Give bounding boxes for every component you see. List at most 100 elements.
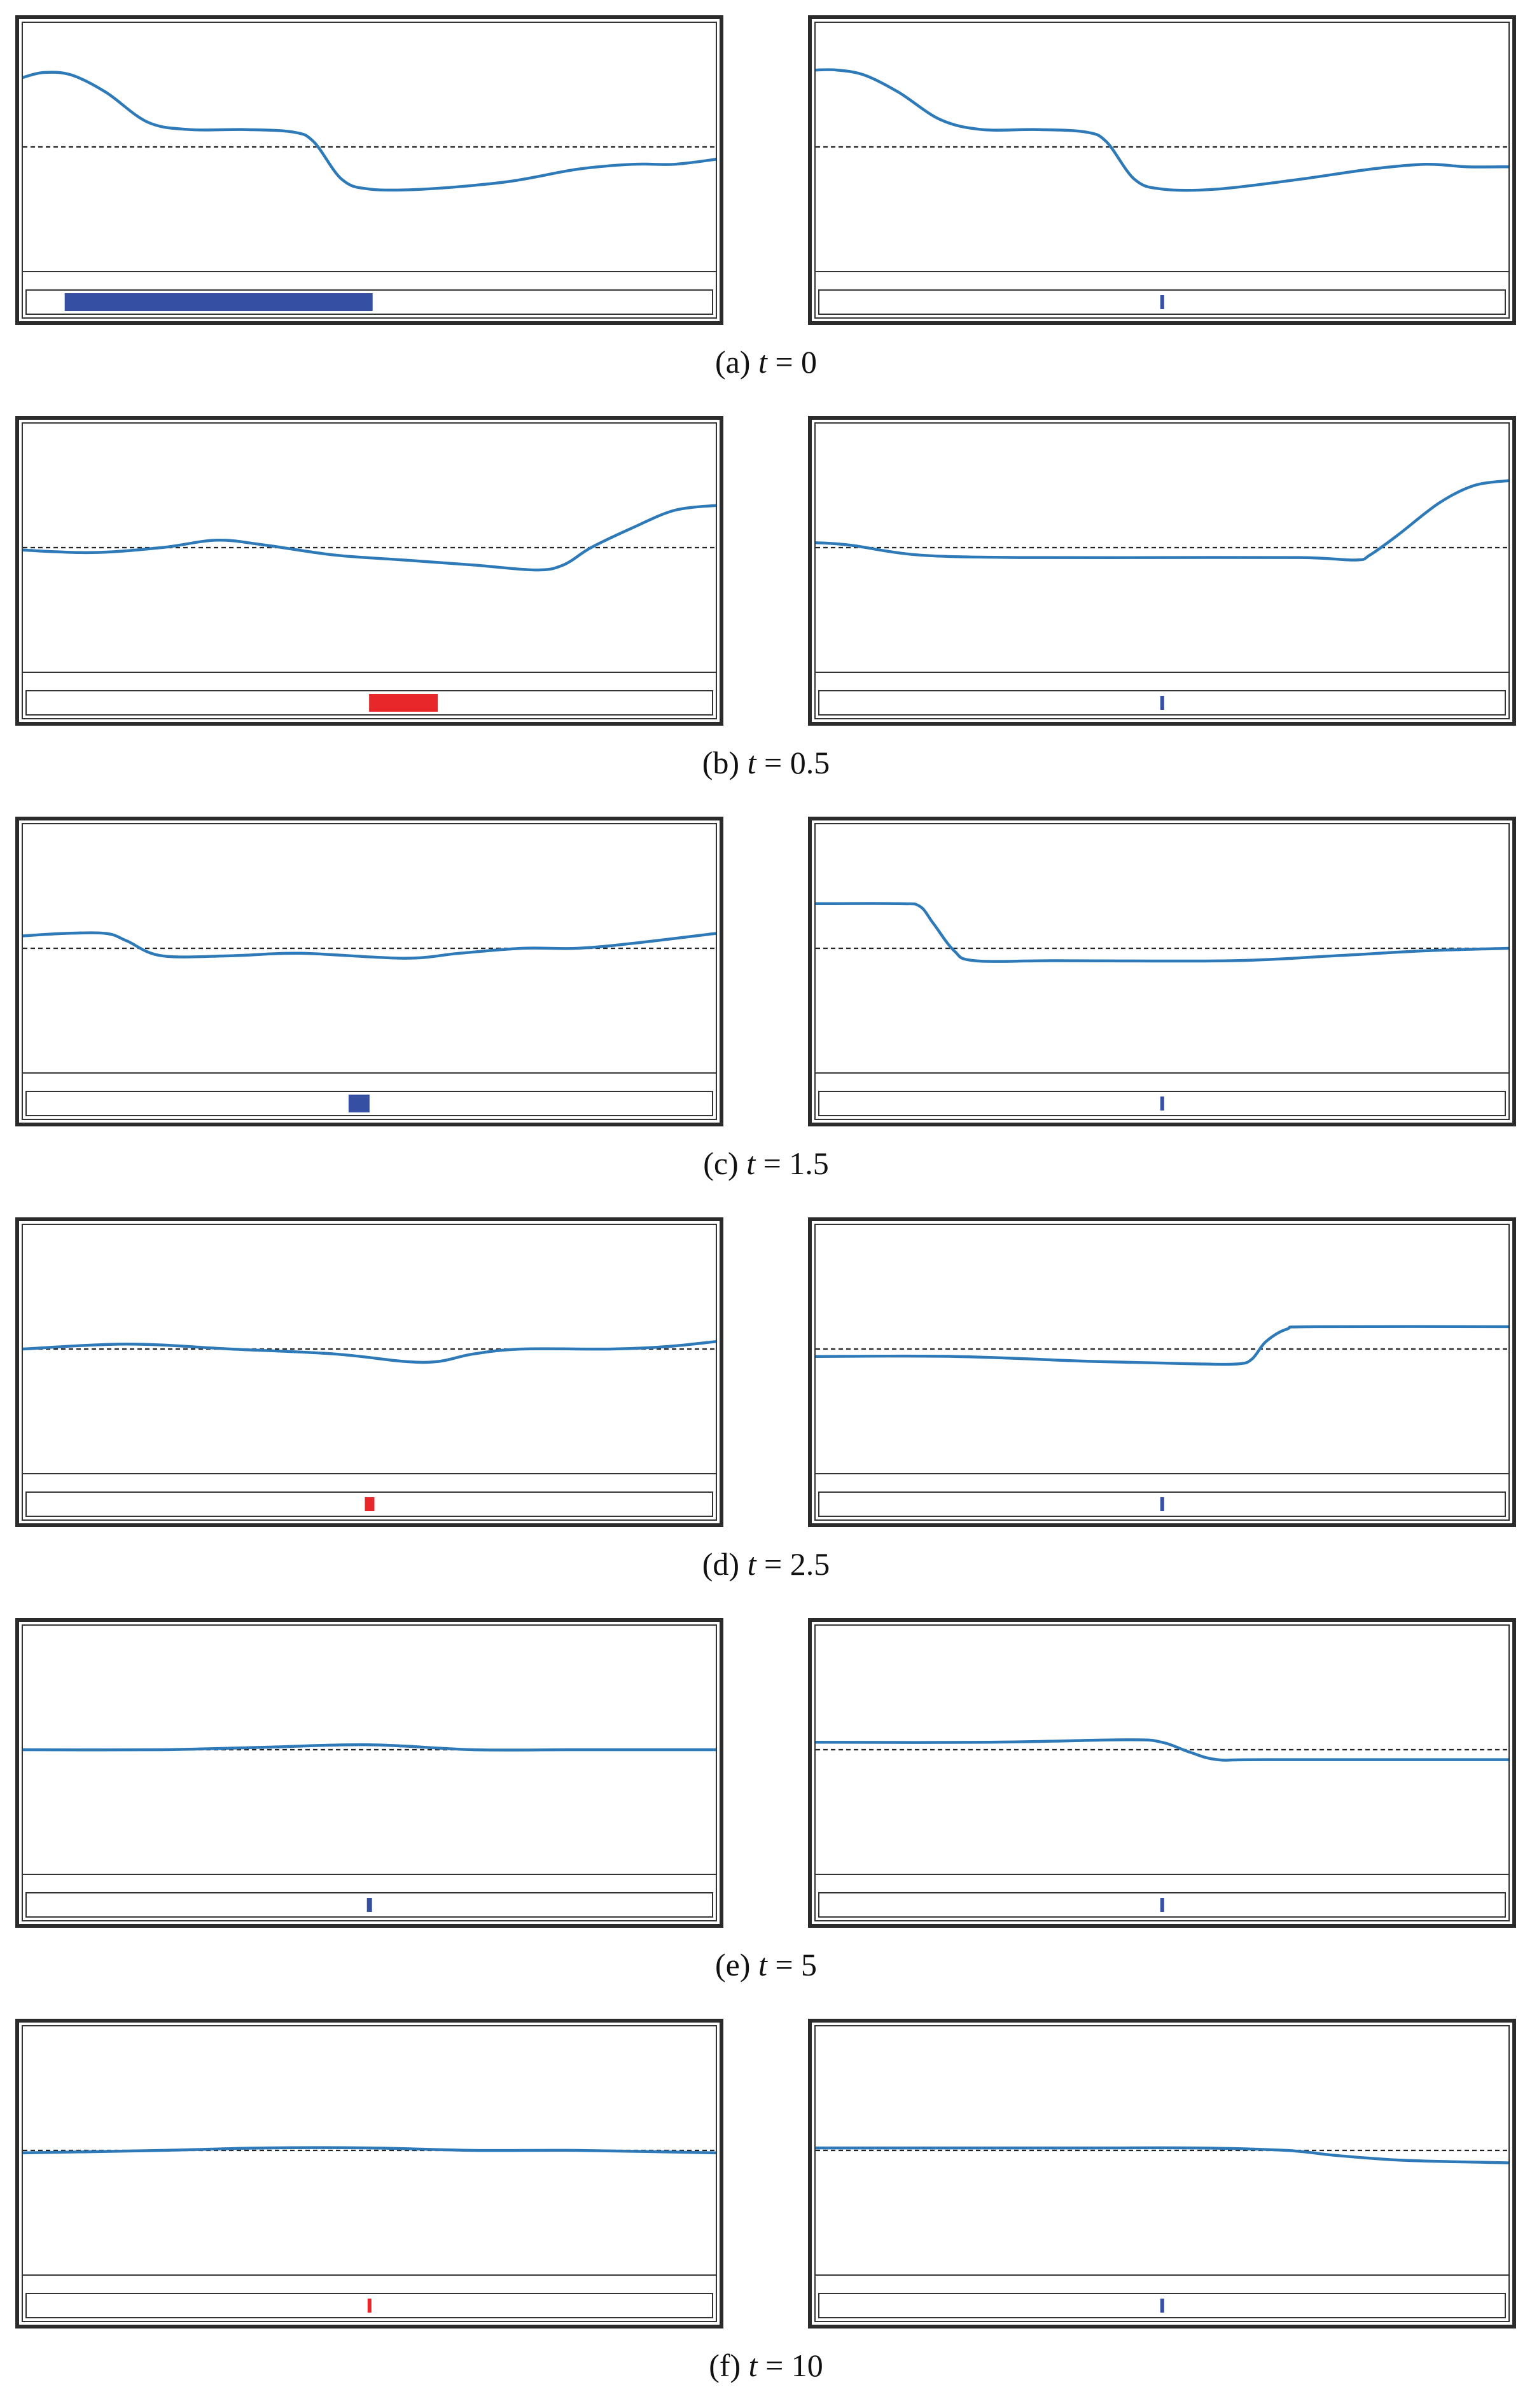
plot-area: [23, 23, 716, 272]
panel-right: [808, 817, 1516, 1126]
profile-line: [816, 1738, 1508, 1762]
control-marker-red: [367, 2299, 372, 2313]
panel-frame: [22, 1624, 717, 1921]
plot-svg: [23, 1340, 716, 1364]
caption-equals: =: [767, 344, 802, 380]
plot-area: [23, 1225, 716, 1474]
panel-frame: [814, 1624, 1510, 1921]
caption-equals: =: [756, 745, 790, 780]
caption-time-symbol: t: [747, 1546, 756, 1582]
control-marker-blue: [366, 1898, 372, 1912]
panel-frame: [814, 2025, 1510, 2322]
caption-time-value: 0.5: [790, 745, 830, 780]
plot-area: [23, 824, 716, 1074]
control-marker-blue: [1160, 2299, 1164, 2313]
control-marker-blue: [1160, 1497, 1164, 1511]
plot-svg: [816, 68, 1508, 192]
caption-label: (d): [702, 1546, 748, 1582]
panel-frame: [814, 1224, 1510, 1521]
plot-svg: [816, 902, 1508, 963]
plot-area: [816, 1225, 1508, 1474]
profile-line: [23, 71, 716, 192]
plot-svg: [23, 504, 716, 572]
panel-left: [15, 1618, 723, 1928]
control-bar: [818, 1491, 1506, 1517]
subfigure-caption: (c) t = 1.5: [607, 1145, 925, 1181]
profile-line: [23, 931, 716, 960]
caption-time-symbol: t: [748, 2348, 758, 2383]
panel-frame: [22, 1224, 717, 1521]
caption-time-value: 10: [791, 2348, 823, 2383]
control-bar: [25, 690, 713, 716]
plot-area: [23, 424, 716, 673]
control-marker-blue: [1160, 1898, 1164, 1912]
plot-area: [816, 1626, 1508, 1875]
profile-line: [23, 2146, 716, 2155]
control-bar: [25, 289, 713, 315]
caption-label: (b): [702, 745, 748, 780]
plot-svg: [23, 2146, 716, 2155]
control-bar: [25, 1091, 713, 1116]
profile-line: [816, 902, 1508, 963]
control-bar: [25, 1491, 713, 1517]
caption-label: (e): [714, 1947, 758, 1982]
caption-equals: =: [756, 1546, 790, 1582]
plot-area: [816, 2026, 1508, 2276]
caption-time-symbol: t: [746, 1145, 756, 1181]
caption-label: (a): [714, 344, 758, 380]
control-marker-blue: [64, 293, 373, 311]
plot-svg: [816, 479, 1508, 562]
control-marker-blue: [1160, 295, 1164, 309]
profile-line: [23, 1743, 716, 1752]
control-marker-red: [364, 1497, 375, 1511]
plot-svg: [816, 1738, 1508, 1762]
caption-time-value: 0: [801, 344, 818, 380]
panel-left: [15, 2019, 723, 2328]
profile-line: [816, 2146, 1508, 2164]
caption-label: (c): [703, 1145, 747, 1181]
subfigure-caption: (e) t = 5: [607, 1947, 925, 1982]
control-bar: [818, 1892, 1506, 1918]
plot-area: [816, 824, 1508, 1074]
panel-right: [808, 416, 1516, 726]
control-bar: [818, 1091, 1506, 1116]
caption-time-value: 5: [801, 1947, 818, 1982]
panel-frame: [814, 422, 1510, 719]
panel-right: [808, 2019, 1516, 2328]
panel-right: [808, 1618, 1516, 1928]
plot-svg: [23, 1743, 716, 1752]
caption-label: (f): [709, 2348, 749, 2383]
plot-svg: [23, 931, 716, 960]
panel-frame: [814, 823, 1510, 1120]
control-bar: [818, 690, 1506, 716]
panel-right: [808, 1217, 1516, 1527]
subfigure-caption: (b) t = 0.5: [607, 745, 925, 780]
panel-frame: [814, 22, 1510, 319]
plot-area: [23, 2026, 716, 2276]
plot-area: [23, 1626, 716, 1875]
profile-line: [23, 1340, 716, 1364]
plot-svg: [816, 1325, 1508, 1366]
panel-frame: [22, 823, 717, 1120]
panel-left: [15, 1217, 723, 1527]
plot-area: [816, 23, 1508, 272]
caption-equals: =: [755, 1145, 790, 1181]
panel-frame: [22, 422, 717, 719]
control-bar: [25, 2293, 713, 2318]
profile-line: [816, 1325, 1508, 1366]
panel-left: [15, 416, 723, 726]
panel-left: [15, 15, 723, 325]
caption-time-symbol: t: [758, 344, 767, 380]
control-bar: [25, 1892, 713, 1918]
profile-line: [816, 68, 1508, 192]
panel-frame: [22, 2025, 717, 2322]
caption-time-value: 1.5: [789, 1145, 829, 1181]
panel-left: [15, 817, 723, 1126]
plot-area: [816, 424, 1508, 673]
caption-equals: =: [767, 1947, 802, 1982]
caption-time-symbol: t: [758, 1947, 767, 1982]
plot-svg: [816, 2146, 1508, 2164]
control-marker-blue: [1160, 696, 1164, 710]
caption-time-value: 2.5: [790, 1546, 830, 1582]
